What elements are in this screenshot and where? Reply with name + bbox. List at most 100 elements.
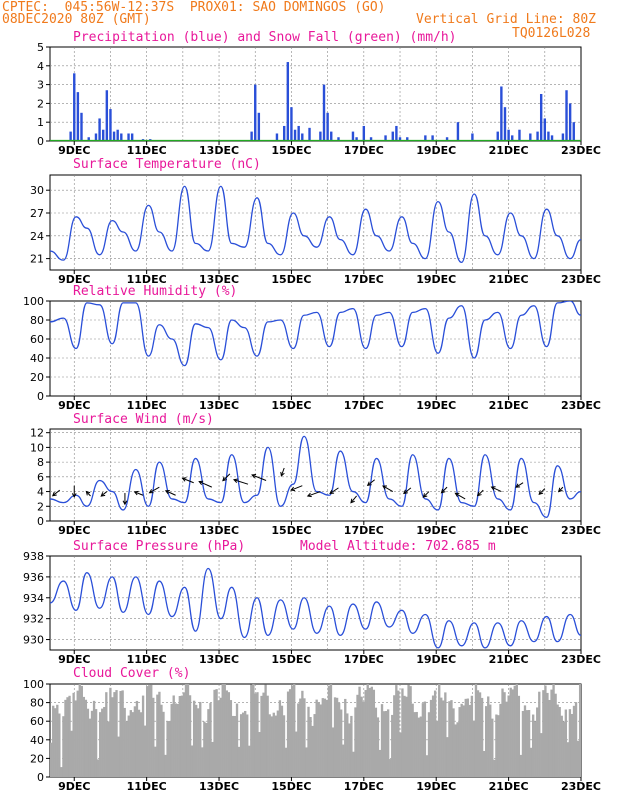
header-line1: CPTEC: 045:56W-12:37S PROX01: SAO DOMING… [2, 0, 386, 15]
x-tick-label: 15DEC [271, 144, 311, 157]
y-tick-label: 60 [30, 333, 44, 346]
cloud-bar [223, 684, 226, 777]
x-tick-label: 11DEC [127, 524, 167, 537]
cloud-bar [101, 708, 104, 777]
y-tick-label: 27 [30, 207, 44, 220]
x-tick-label: 23DEC [561, 780, 601, 793]
wind-arrow [491, 486, 502, 493]
cloud-bar [113, 692, 116, 777]
cloud-bar [566, 742, 570, 777]
cloud-bar [78, 684, 81, 777]
cloud-bar [199, 701, 202, 777]
cloud-bar [260, 695, 263, 777]
y-tick-label: 20 [30, 752, 44, 765]
cloud-bar [321, 698, 324, 777]
cloud-bar [450, 700, 453, 777]
precip-bar [536, 131, 539, 141]
panel-5: 9DEC 11DEC 13DEC 15DEC 17DEC 19DEC 21DEC 23DEC 9… [23, 539, 601, 666]
panel-frame [49, 428, 582, 522]
cloud-bar [125, 721, 128, 777]
y-tick-label: 20 [30, 371, 44, 384]
precip-bar [337, 137, 340, 141]
cloud-bar [88, 718, 92, 777]
cloud-bar [178, 695, 182, 777]
cloud-bar [346, 713, 349, 777]
x-tick-label: 15DEC [271, 273, 311, 286]
precip-bar [293, 129, 297, 141]
cloud-bar [168, 720, 171, 777]
cloud-bar [395, 685, 398, 777]
cloud-bar [480, 697, 484, 777]
cloud-bar [186, 684, 190, 777]
x-tick-label: 9DEC [58, 653, 90, 666]
cloud-bar [60, 767, 63, 777]
cloud-bar [133, 706, 137, 777]
panel-6: 9DEC 11DEC 13DEC 15DEC 17DEC 19DEC 21DEC 23DEC 0… [23, 666, 601, 793]
wind-arrow [198, 481, 213, 488]
cloud-bar [550, 689, 553, 777]
cloud-bar [299, 698, 302, 777]
wind-arrow [367, 479, 375, 486]
cloud-bar [190, 745, 194, 777]
precip-bar [351, 131, 355, 141]
cloud-bar [536, 707, 539, 777]
x-tick-label: 13DEC [199, 273, 239, 286]
cloud-bar [272, 712, 275, 777]
x-tick-label: 19DEC [416, 399, 456, 412]
cloud-bar [527, 710, 531, 777]
cloud-bar [354, 707, 357, 777]
panel-title: Precipitation (blue) and Snow Fall (gree… [73, 30, 457, 45]
cloud-bar [431, 695, 435, 777]
precip-bar [431, 135, 434, 141]
cloud-bar [192, 700, 196, 777]
cloud-bar [323, 698, 327, 777]
series-line [50, 567, 581, 649]
cloud-bar [348, 723, 351, 777]
cloud-bar [409, 686, 412, 777]
wind-arrow-head [538, 490, 544, 495]
cloud-bar [219, 697, 222, 777]
x-tick-label: 21DEC [489, 399, 529, 412]
cloud-bar [233, 715, 237, 777]
wind-arrow [233, 479, 249, 485]
cloud-bar [211, 741, 214, 777]
x-tick-label: 13DEC [199, 524, 239, 537]
cloud-bar [180, 695, 184, 777]
cloud-bar [54, 708, 57, 777]
cloud-bar [446, 737, 449, 777]
cloud-bar [182, 692, 186, 777]
wind-arrow-head [71, 493, 77, 498]
precip-bar [568, 103, 572, 141]
cloud-bar [335, 697, 339, 777]
cloud-bar [521, 710, 525, 777]
y-tick-label: 2 [37, 500, 44, 513]
cloud-bar [96, 759, 100, 777]
cloud-bar [307, 706, 310, 777]
cloud-bar [227, 692, 231, 777]
cloud-bar [568, 709, 572, 777]
precip-bar [424, 135, 427, 141]
cloud-bar [84, 699, 88, 777]
cloud-bar [231, 715, 235, 777]
x-tick-label: 23DEC [561, 273, 601, 286]
precip-bar [257, 112, 261, 141]
x-tick-label: 17DEC [344, 273, 384, 286]
cloud-bar [489, 704, 492, 777]
cloud-bar [515, 684, 518, 777]
cloud-bar [337, 702, 341, 777]
wind-arrow [100, 491, 108, 497]
cloud-bar [313, 714, 316, 777]
cloud-bar [438, 684, 441, 777]
cloud-bar [393, 695, 396, 777]
cloud-bar [52, 705, 55, 777]
cloud-bar [331, 727, 335, 777]
cloud-bar [374, 707, 378, 777]
wind-arrow-head [490, 486, 496, 491]
precip-bar [398, 137, 402, 141]
y-tick-label: 936 [23, 571, 44, 584]
wind-arrow [538, 488, 546, 495]
cloud-bar [487, 696, 490, 777]
cloud-bar [574, 702, 578, 777]
x-tick-label: 11DEC [127, 144, 167, 157]
cloud-bar [482, 751, 486, 777]
